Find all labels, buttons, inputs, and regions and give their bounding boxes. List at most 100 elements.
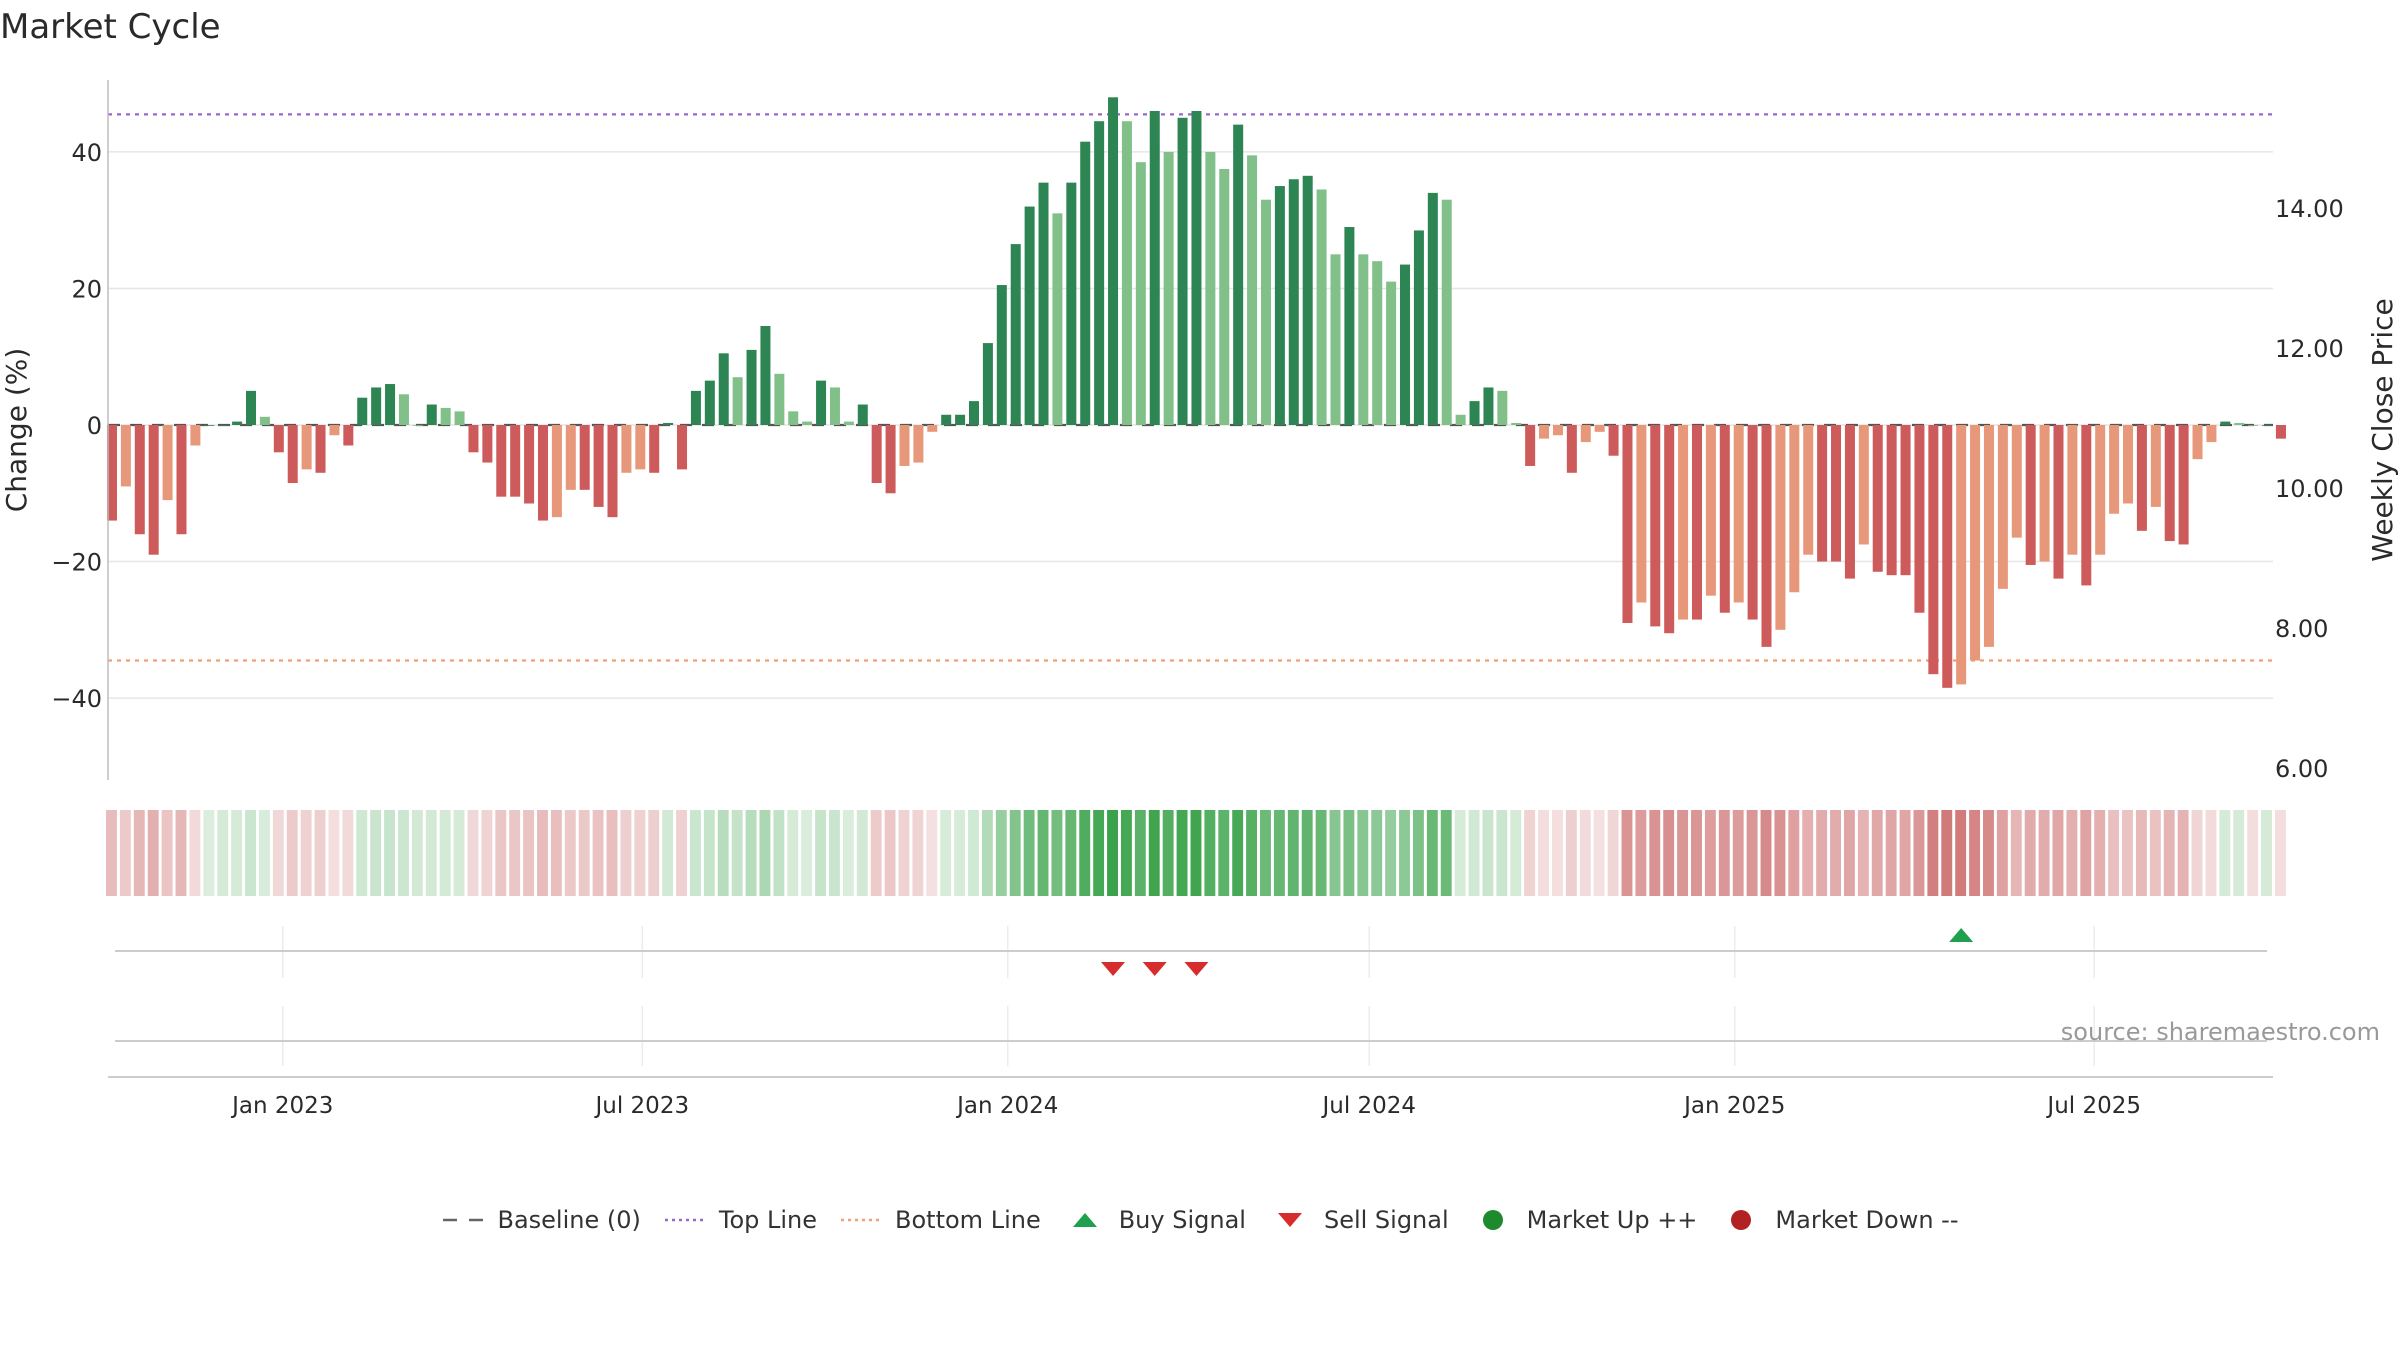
heatmap-cell bbox=[356, 810, 368, 896]
heatmap-cell bbox=[1524, 810, 1536, 896]
bar-series bbox=[106, 97, 2286, 688]
heatmap-cell bbox=[2038, 810, 2050, 896]
heatmap-cell bbox=[1051, 810, 1063, 896]
heatmap-cell bbox=[1843, 810, 1855, 896]
y-tick-label: −40 bbox=[51, 685, 102, 713]
legend-item: Market Up ++ bbox=[1471, 1206, 1697, 1234]
weekly-change-bar bbox=[468, 425, 479, 453]
heatmap-cell bbox=[495, 810, 507, 896]
heatmap-cell bbox=[676, 810, 687, 896]
legend-item: Market Down -- bbox=[1719, 1206, 1959, 1234]
heatmap-cell bbox=[954, 810, 966, 896]
weekly-change-bar bbox=[1664, 425, 1675, 634]
heatmap-cell bbox=[1134, 810, 1146, 896]
weekly-change-bar bbox=[1372, 261, 1383, 425]
heatmap-cell bbox=[1260, 810, 1271, 896]
heatmap-cell bbox=[425, 810, 437, 896]
heatmap-cell bbox=[759, 810, 771, 896]
weekly-change-bar bbox=[1678, 425, 1689, 620]
heatmap-cell bbox=[1232, 810, 1244, 896]
heatmap-cell bbox=[1107, 810, 1118, 896]
weekly-change-bar bbox=[760, 326, 771, 425]
weekly-change-bar bbox=[2248, 425, 2259, 426]
heatmap-cell bbox=[620, 810, 632, 896]
weekly-change-bar bbox=[1566, 425, 1577, 473]
heatmap-cell bbox=[1663, 810, 1675, 896]
weekly-change-bar bbox=[1469, 401, 1480, 425]
heatmap-cell bbox=[1802, 810, 1814, 896]
heatmap-cell bbox=[1301, 810, 1313, 896]
x-tick-label: Jul 2023 bbox=[593, 1093, 689, 1119]
weekly-change-bar bbox=[1135, 162, 1146, 426]
weekly-change-bar bbox=[1260, 199, 1271, 425]
weekly-change-bar bbox=[134, 425, 145, 535]
weekly-change-bar bbox=[955, 414, 966, 425]
heatmap-cell bbox=[981, 810, 993, 896]
heatmap-cell bbox=[1885, 810, 1897, 896]
weekly-change-bar bbox=[1691, 425, 1702, 620]
y-axis-label: Change (%) bbox=[0, 348, 33, 513]
legend-label: Bottom Line bbox=[895, 1206, 1041, 1234]
weekly-change-bar bbox=[1914, 425, 1925, 613]
weekly-change-bar bbox=[1608, 425, 1619, 456]
weekly-change-bar bbox=[1205, 151, 1216, 425]
weekly-change-bar bbox=[857, 404, 868, 425]
signal-panel bbox=[115, 926, 2267, 978]
heatmap-cell bbox=[1440, 810, 1452, 896]
heatmap-cell bbox=[2261, 810, 2272, 896]
heatmap-cell bbox=[2052, 810, 2064, 896]
weekly-change-bar bbox=[1052, 213, 1063, 425]
weekly-change-bar bbox=[120, 425, 131, 487]
heatmap-cell bbox=[1246, 810, 1258, 896]
sell-signal-marker bbox=[1184, 962, 1209, 976]
weekly-change-bar bbox=[899, 425, 910, 466]
heatmap-cell bbox=[1593, 810, 1605, 896]
weekly-change-bar bbox=[885, 425, 896, 494]
heatmap-cell bbox=[481, 810, 493, 896]
weekly-change-bar bbox=[357, 397, 368, 425]
weekly-change-bar bbox=[913, 425, 924, 463]
weekly-change-bar bbox=[1858, 425, 1869, 545]
weekly-change-bar bbox=[2275, 425, 2286, 439]
weekly-change-bar bbox=[1831, 425, 1842, 562]
heatmap-cell bbox=[1079, 810, 1091, 896]
heatmap-cell bbox=[1941, 810, 1953, 896]
heatmap-cell bbox=[1065, 810, 1077, 896]
heatmap-cell bbox=[1830, 810, 1841, 896]
heatmap-cell bbox=[1774, 810, 1786, 896]
heatmap-cell bbox=[717, 810, 729, 896]
heatmap-cell bbox=[411, 810, 423, 896]
heatmap-cell bbox=[968, 810, 979, 896]
heatmap-cell bbox=[2080, 810, 2092, 896]
heatmap-cell bbox=[467, 810, 479, 896]
heatmap-cell bbox=[1454, 810, 1466, 896]
heatmap-cell bbox=[648, 810, 660, 896]
heatmap-cell bbox=[1983, 810, 1994, 896]
weekly-change-bar bbox=[315, 425, 326, 473]
weekly-change-bar bbox=[1580, 425, 1591, 443]
heatmap-cell bbox=[1371, 810, 1383, 896]
weekly-change-bar bbox=[148, 425, 159, 555]
heatmap-cell bbox=[662, 810, 674, 896]
heatmap-cell bbox=[217, 810, 229, 896]
heatmap-cell bbox=[1538, 810, 1550, 896]
weekly-change-bar bbox=[565, 425, 576, 490]
legend-triangle-up-icon bbox=[1063, 1210, 1107, 1230]
weekly-change-bar bbox=[593, 425, 604, 507]
x-tick-label: Jan 2024 bbox=[955, 1093, 1058, 1119]
heatmap-cell bbox=[1120, 810, 1132, 896]
weekly-change-bar bbox=[1024, 206, 1035, 425]
weekly-change-bar bbox=[1177, 117, 1188, 426]
heatmap-cell bbox=[801, 810, 813, 896]
legend-item: Buy Signal bbox=[1063, 1206, 1246, 1234]
weekly-change-bar bbox=[190, 425, 201, 446]
heatmap-cell bbox=[1176, 810, 1188, 896]
weekly-change-bar bbox=[1066, 182, 1077, 425]
weekly-change-bar bbox=[663, 422, 674, 425]
weekly-change-bar bbox=[1330, 254, 1341, 425]
weekly-change-bar bbox=[1121, 121, 1132, 426]
weekly-change-bar bbox=[635, 425, 646, 470]
market-status-panel bbox=[115, 1006, 2267, 1066]
y-tick-label: 40 bbox=[71, 139, 102, 167]
